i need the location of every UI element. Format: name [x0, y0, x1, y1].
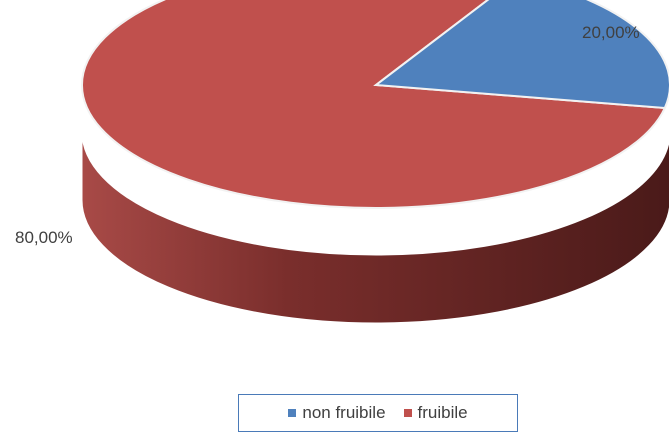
legend-swatch-fruibile	[403, 409, 412, 417]
legend-item-non-fruibile: non fruibile	[288, 403, 386, 423]
chart-legend: non fruibile fruibile	[238, 394, 518, 432]
legend-swatch-non-fruibile	[288, 409, 297, 417]
data-label-non-fruibile: 20,00%	[582, 23, 640, 42]
slice-side-fruibile	[81, 131, 669, 324]
slice-fruibile	[80, 0, 667, 209]
legend-item-fruibile: fruibile	[403, 403, 468, 423]
slice-non-fruibile	[373, 0, 669, 110]
data-label-fruibile: 80,00%	[15, 228, 73, 247]
legend-label-fruibile: fruibile	[417, 403, 468, 422]
legend-label-non-fruibile: non fruibile	[302, 403, 386, 422]
